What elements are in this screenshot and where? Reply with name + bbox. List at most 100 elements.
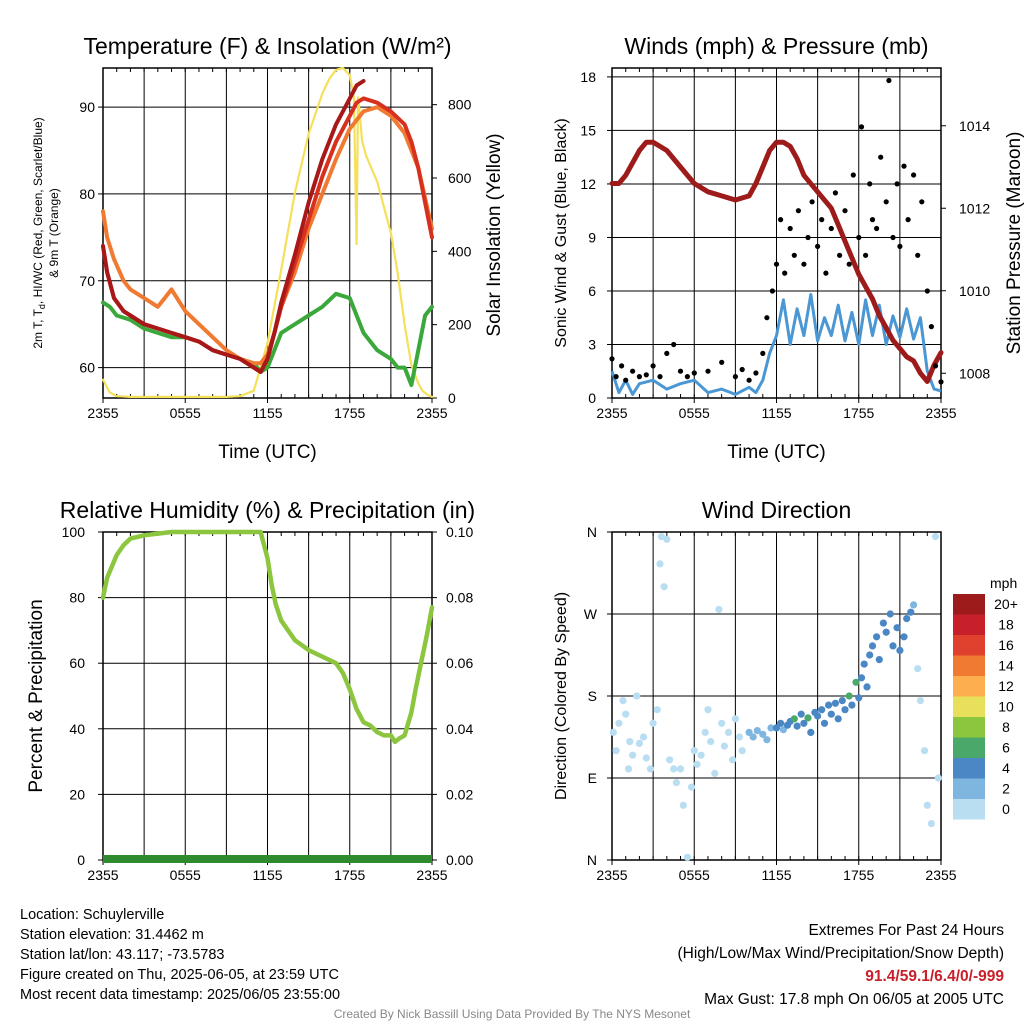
direction-point [749, 733, 757, 741]
direction-point [855, 694, 863, 702]
legend-swatch [953, 594, 985, 615]
direction-point [701, 728, 709, 737]
chart-title: Wind Direction [702, 497, 852, 523]
gust-point [664, 350, 670, 356]
gust-point [837, 252, 843, 258]
x-axis-label: Time (UTC) [727, 442, 826, 463]
direction-point [910, 601, 918, 609]
gust-point [643, 372, 649, 378]
direction-point [639, 733, 648, 741]
direction-point [666, 756, 674, 764]
y2-tick-label: 0 [448, 390, 456, 406]
y-tick-label: 80 [69, 590, 85, 606]
speed-legend: mph 20+ 18 16 14 12 10 8 6 4 2 0 [953, 575, 1018, 820]
direction-point [657, 533, 666, 541]
gust-point [905, 217, 911, 223]
direction-point [753, 727, 761, 735]
legend-label: 0 [1002, 801, 1010, 817]
credit-text: Created By Nick Bassill Using Data Provi… [333, 1007, 691, 1021]
y2-tick-label: 400 [448, 243, 472, 259]
gust-point [858, 124, 865, 130]
y-tick-label: N [587, 524, 597, 540]
chart-title: Relative Humidity (%) & Precipitation (i… [60, 497, 475, 523]
direction-point [629, 751, 637, 759]
y2-axis-label: Station Pressure (Maroon) [1004, 132, 1024, 355]
y-tick-label: E [588, 770, 597, 786]
series-line-hi-wc [101, 79, 366, 374]
x-tick-label: 2355 [596, 867, 627, 883]
y2-tick-label: 0.10 [446, 524, 473, 540]
direction-point [624, 765, 633, 773]
gust-point [856, 234, 862, 241]
direction-point [609, 728, 618, 737]
legend-label: 16 [998, 637, 1014, 653]
gust-point [869, 217, 876, 223]
direction-point [820, 719, 829, 727]
y-tick-label: 60 [79, 360, 95, 376]
gust-point [769, 288, 776, 294]
direction-point [612, 747, 620, 755]
direction-point [934, 774, 942, 782]
gust-point [782, 270, 788, 276]
direction-point [875, 656, 883, 664]
direction-point [653, 706, 661, 714]
direction-point [704, 706, 712, 714]
gust-point [867, 181, 873, 187]
y-tick-label: 70 [79, 273, 95, 289]
y-axis-label: Sonic Wind & Gust (Blue, Black) [553, 118, 570, 347]
gust-point [613, 374, 619, 380]
y-tick-label: 3 [588, 336, 596, 352]
direction-point [670, 765, 678, 773]
gust-point [795, 208, 802, 214]
gust-point [832, 190, 839, 196]
legend-swatch [953, 614, 985, 635]
y2-tick-label: 0.02 [446, 786, 473, 802]
x-axis-label: Time (UTC) [218, 442, 317, 463]
recent-data-text: Most recent data timestamp: 2025/06/05 2… [20, 987, 341, 1003]
y-tick-label: 80 [79, 186, 95, 202]
elevation-text: Station elevation: 31.4462 m [20, 927, 204, 943]
direction-point [914, 665, 922, 673]
y-tick-label: 12 [580, 176, 596, 192]
x-tick-label: 1155 [761, 405, 791, 421]
legend-swatch [953, 676, 985, 697]
direction-point [777, 719, 785, 727]
gust-point [924, 288, 930, 294]
direction-point [931, 533, 940, 541]
direction-point [711, 769, 719, 778]
direction-point [697, 751, 705, 759]
gust-point [911, 172, 917, 178]
created-text: Figure created on Thu, 2025-06-05, at 23… [20, 967, 339, 983]
extremes-subtitle: (High/Low/Max Wind/Precipitation/Snow De… [677, 945, 1005, 962]
gust-point [619, 363, 625, 369]
direction-point [715, 605, 723, 614]
y-tick-label: N [587, 852, 597, 868]
direction-point [690, 747, 698, 755]
series-line-pressure [609, 139, 944, 384]
direction-point [841, 706, 849, 714]
y2-tick-label: 1010 [959, 283, 990, 299]
direction-point [831, 699, 840, 707]
gust-point [760, 350, 766, 356]
extremes-values: 91.4/59.1/6.4/0/-999 [865, 968, 1004, 985]
direction-point [720, 742, 729, 750]
direction-point [656, 560, 664, 568]
direction-point [845, 692, 853, 700]
series-line-sonic-wind [610, 293, 942, 396]
y-tick-label: 15 [580, 122, 596, 138]
direction-point [793, 722, 801, 730]
direction-point [852, 678, 860, 686]
y-tick-label: 9 [588, 229, 596, 245]
direction-point [633, 692, 641, 700]
chart-title: Temperature (F) & Insolation (W/m²) [83, 33, 451, 59]
gust-point [778, 217, 784, 223]
direction-point [676, 765, 685, 773]
y2-tick-label: 1012 [959, 200, 990, 216]
direction-point [619, 697, 627, 705]
gust-point [915, 252, 921, 258]
gust-point [842, 208, 848, 214]
y-tick-label: 6 [588, 283, 596, 299]
y2-tick-label: 600 [448, 170, 472, 186]
x-tick-label: 1155 [252, 867, 282, 883]
